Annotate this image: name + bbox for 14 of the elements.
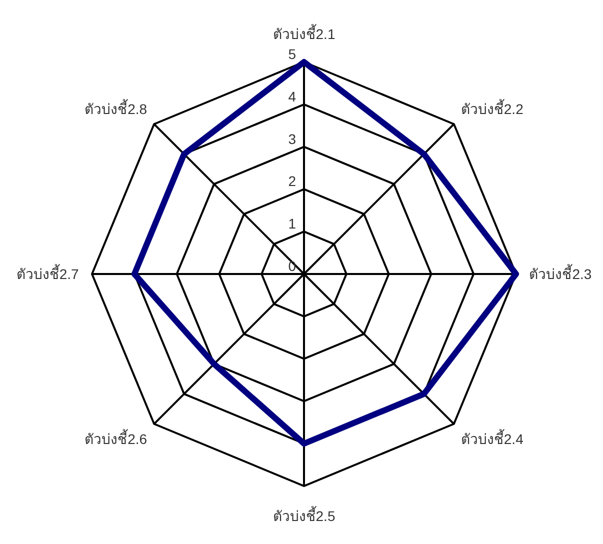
spoke-label: ตัวบ่งชี้2.1 [272, 24, 336, 42]
spoke-label: ตัวบ่งชี้2.7 [16, 264, 80, 282]
y-tick-label: 0 [288, 258, 296, 274]
y-tick-label: 1 [288, 216, 296, 232]
spoke-label: ตัวบ่งชี้2.8 [84, 99, 148, 118]
spoke-label: ตัวบ่งชี้2.6 [84, 428, 148, 447]
y-tick-label: 5 [288, 46, 296, 62]
spoke-label: ตัวบ่งชี้2.2 [460, 99, 524, 118]
y-tick-label: 2 [288, 173, 296, 190]
spoke-label: ตัวบ่งชี้2.4 [460, 428, 524, 447]
y-tick-label: 4 [288, 88, 296, 104]
y-tick-label: 3 [288, 130, 296, 147]
spoke-label: ตัวบ่งชี้2.5 [272, 506, 336, 524]
spoke-label: ตัวบ่งชี้2.3 [529, 264, 592, 282]
